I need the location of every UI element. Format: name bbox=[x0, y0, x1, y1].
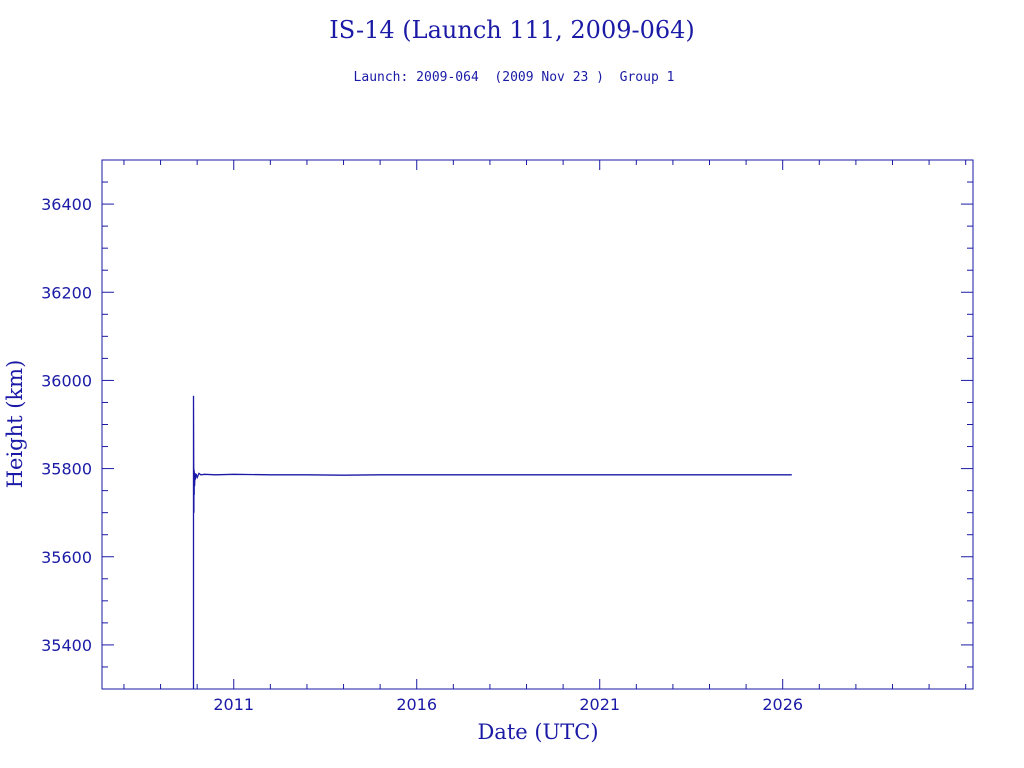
series-line bbox=[192, 395, 792, 689]
y-tick-label: 36200 bbox=[41, 283, 92, 302]
series-group bbox=[192, 395, 792, 689]
x-tick-label: 2011 bbox=[213, 695, 254, 714]
y-axis-label: Height (km) bbox=[3, 360, 27, 489]
x-tick-label: 2026 bbox=[762, 695, 803, 714]
y-tick-label: 36400 bbox=[41, 195, 92, 214]
x-tick-label: 2021 bbox=[579, 695, 620, 714]
x-tick-label: 2016 bbox=[396, 695, 437, 714]
y-tick-label: 36000 bbox=[41, 371, 92, 390]
chart-title: IS-14 (Launch 111, 2009-064) bbox=[329, 16, 695, 44]
chart-subtitle: Launch: 2009-064 (2009 Nov 23 ) Group 1 bbox=[354, 70, 675, 85]
x-tick-labels: 2011 2016 2021 2026 bbox=[213, 695, 803, 714]
x-axis-label: Date (UTC) bbox=[477, 720, 598, 744]
y-tick-label: 35400 bbox=[41, 636, 92, 655]
axis-ticks bbox=[102, 159, 973, 690]
y-tick-label: 35800 bbox=[41, 460, 92, 479]
y-tick-label: 35600 bbox=[41, 548, 92, 567]
y-tick-labels: 35400 35600 35800 36000 36200 36400 bbox=[41, 195, 92, 655]
plot-frame bbox=[101, 159, 974, 690]
